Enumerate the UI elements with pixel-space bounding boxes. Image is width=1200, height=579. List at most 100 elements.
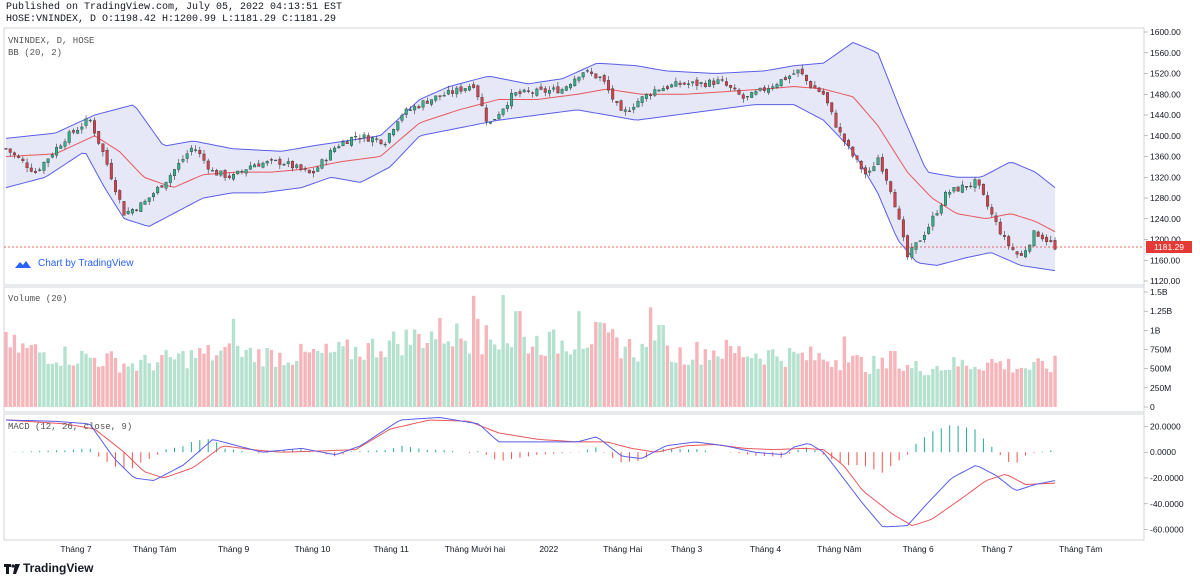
- volume-bar: [109, 351, 114, 407]
- volume-bar: [219, 350, 223, 407]
- candle-body: [851, 146, 855, 157]
- candle-body: [623, 109, 627, 112]
- candle-body: [1007, 236, 1011, 247]
- y-tick-label: 1480.00: [1150, 89, 1181, 99]
- candle-body: [834, 112, 838, 128]
- volume-bar: [775, 356, 779, 407]
- candle-body: [349, 136, 353, 146]
- volume-bar: [783, 366, 788, 407]
- candle-body: [674, 81, 678, 87]
- volume-bar: [985, 362, 990, 407]
- volume-bar: [139, 359, 143, 407]
- volume-bar: [1053, 355, 1057, 407]
- volume-bar: [122, 363, 126, 407]
- candle-body: [754, 91, 758, 95]
- volume-bar: [935, 366, 939, 407]
- volume-bar: [539, 354, 543, 407]
- price-pane-title: VNINDEX, D, HOSE: [8, 36, 94, 46]
- candle-body: [261, 162, 265, 168]
- candle-body: [295, 164, 299, 168]
- volume-bar: [303, 351, 307, 407]
- candle-body: [206, 160, 210, 170]
- y-tick-label: 1320.00: [1150, 172, 1181, 182]
- candle-body: [535, 88, 539, 96]
- volume-bar: [316, 351, 320, 407]
- volume-bar: [766, 350, 771, 407]
- y-tick-label: 1360.00: [1150, 152, 1181, 162]
- footer-brand[interactable]: TradingView: [4, 560, 93, 576]
- candle-body: [653, 89, 657, 96]
- candle-body: [552, 87, 556, 90]
- volume-bar: [113, 357, 118, 407]
- volume-bar: [644, 347, 649, 407]
- candle-body: [564, 86, 568, 91]
- volume-bar: [602, 323, 606, 407]
- volume-bar: [412, 329, 417, 407]
- candle-body: [122, 201, 126, 216]
- volume-bar: [434, 339, 438, 407]
- volume-bar: [387, 340, 392, 407]
- candle-body: [118, 190, 122, 200]
- volume-bar: [771, 349, 775, 407]
- y-tick-label: 250M: [1150, 383, 1171, 393]
- candle-body: [366, 135, 370, 142]
- volume-bar: [808, 346, 813, 407]
- volume-bar: [471, 295, 476, 407]
- candle-body: [817, 87, 821, 92]
- volume-bar: [370, 338, 375, 407]
- candle-body: [661, 88, 665, 92]
- volume-bar: [282, 365, 286, 407]
- volume-bar: [509, 347, 514, 407]
- volume-bar: [754, 353, 758, 407]
- volume-bar: [362, 359, 366, 407]
- volume-bar: [623, 346, 627, 407]
- candle-body: [84, 118, 88, 126]
- candle-body: [451, 90, 455, 94]
- candle-body: [590, 71, 594, 74]
- volume-bar: [33, 344, 38, 407]
- candle-body: [585, 70, 589, 72]
- volume-bar: [54, 362, 59, 407]
- y-tick-label: 1240.00: [1150, 214, 1181, 224]
- volume-bar: [198, 347, 202, 407]
- volume-bar: [476, 318, 480, 407]
- volume-bar: [71, 365, 76, 407]
- x-tick-label: Tháng 4: [750, 544, 781, 554]
- volume-bar: [379, 351, 383, 407]
- candle-body: [17, 156, 21, 158]
- candle-body: [998, 221, 1002, 235]
- chart-by-tradingview-badge[interactable]: Chart by TradingView: [14, 258, 133, 269]
- volume-bar: [38, 352, 42, 407]
- volume-bar: [273, 366, 278, 407]
- candle-body: [291, 160, 294, 169]
- candle-body: [38, 169, 42, 171]
- volume-bar: [589, 344, 594, 407]
- candle-body: [274, 159, 278, 162]
- volume-bar: [320, 352, 324, 407]
- candle-body: [539, 86, 543, 90]
- x-tick-label: Tháng Hai: [603, 544, 642, 554]
- candle-body: [59, 145, 63, 149]
- volume-bar: [931, 368, 935, 407]
- volume-bar: [657, 324, 661, 407]
- y-tick-label: 1280.00: [1150, 193, 1181, 203]
- volume-bar: [252, 362, 257, 407]
- candle-body: [556, 86, 560, 94]
- volume-bar: [227, 343, 231, 407]
- candle-body: [467, 86, 471, 91]
- volume-bar: [177, 353, 181, 407]
- volume-bar: [244, 350, 248, 407]
- candle-body: [101, 143, 105, 153]
- volume-bar: [956, 366, 960, 407]
- volume-bar: [568, 354, 573, 407]
- candle-body: [484, 107, 488, 122]
- x-tick-label: 2022: [539, 544, 558, 554]
- candle-body: [459, 86, 463, 92]
- candle-body: [248, 165, 252, 170]
- candle-body: [526, 90, 530, 92]
- candle-body: [324, 159, 328, 162]
- volume-bar: [981, 370, 986, 407]
- candle-body: [168, 175, 172, 183]
- volume-bar: [484, 325, 488, 407]
